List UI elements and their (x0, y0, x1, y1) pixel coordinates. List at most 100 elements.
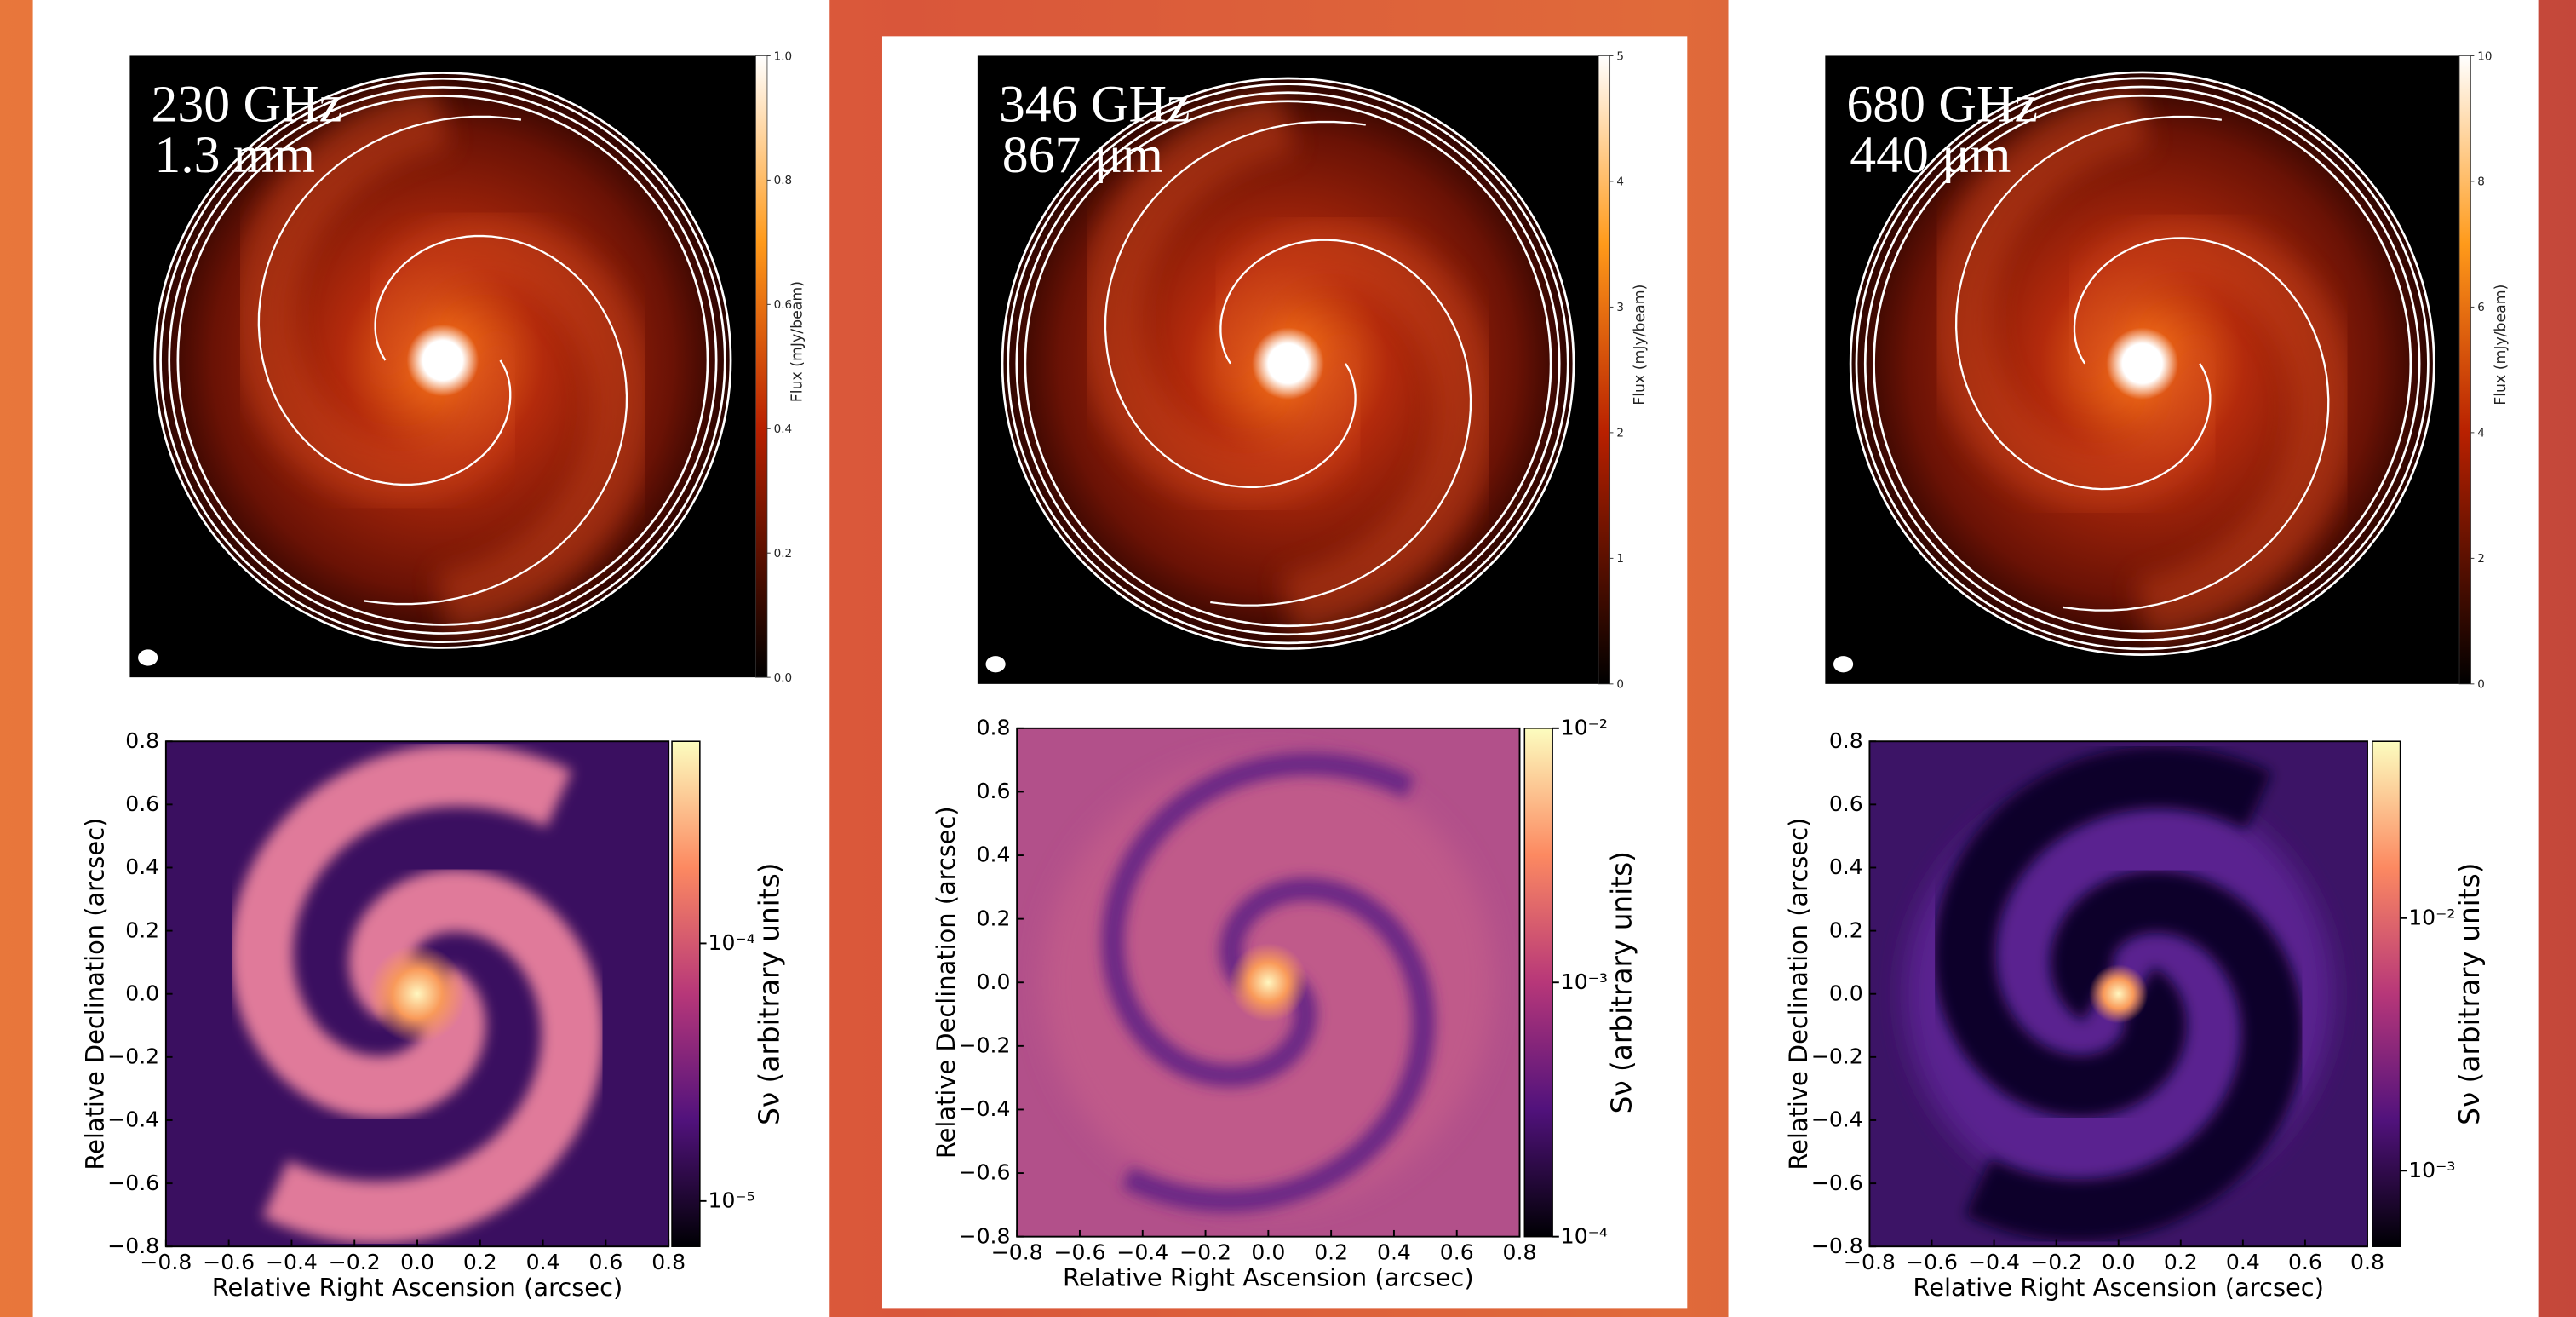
colorbar-tick-label: 0 (2477, 678, 2485, 692)
colorbar (755, 55, 767, 677)
wavelength-label: 440 μm (1850, 126, 2011, 184)
y-tick-label: 0.0 (977, 969, 1011, 994)
colorbar-tick-label: 3 (1616, 301, 1624, 314)
wavelength-label: 1.3 mm (154, 126, 315, 184)
x-tick-label: −0.6 (1054, 1240, 1106, 1265)
x-tick-label: 0.6 (1440, 1240, 1474, 1265)
colorbar-label: Flux (mJy/beam) (2493, 285, 2510, 405)
y-tick-label: 0.8 (125, 728, 159, 753)
frequency-label: 346 GHz (999, 76, 1190, 134)
x-tick-label: 0.2 (2164, 1250, 2198, 1274)
colorbar-tick-label: 0.4 (774, 423, 792, 436)
colorbar-tick-label: 0.2 (774, 547, 792, 561)
colorbar-tick-label: 0 (1616, 678, 1624, 692)
colorbar (1598, 55, 1610, 683)
x-tick-label: 0.2 (1314, 1240, 1348, 1265)
x-tick-label: −0.4 (1968, 1250, 2020, 1274)
colorbar-tick-label: 2 (2477, 552, 2485, 566)
y-axis-label: Relative Declination (arcsec) (932, 806, 961, 1159)
x-tick-label: 0.2 (463, 1250, 497, 1274)
y-tick-label: −0.4 (959, 1096, 1011, 1121)
y-axis-label: Relative Declination (arcsec) (1784, 818, 1813, 1170)
colorbar-label: Flux (mJy/beam) (1632, 285, 1649, 405)
colorbar-tick-label: 10⁻³ (1561, 969, 1608, 994)
slide: 230 GHz1.3 mm 0.0 0.2 0.4 0.6 0.8 1.0 Flux (mJy… (0, 0, 2576, 1317)
x-tick-label: 0.4 (1377, 1240, 1411, 1265)
central-source (2106, 327, 2178, 400)
colorbar-tick-label: 10⁻⁵ (708, 1188, 754, 1213)
colorbar-label: Sν (arbitrary units) (1606, 851, 1638, 1113)
y-tick-label: 0.4 (125, 854, 159, 879)
central-source (406, 325, 479, 397)
wavelength-label: 867 μm (1002, 126, 1163, 184)
colorbar-label: Sν (arbitrary units) (753, 863, 785, 1125)
x-tick-label: −0.2 (1179, 1240, 1231, 1265)
central-source (1252, 327, 1324, 400)
x-tick-label: 0.0 (2102, 1250, 2136, 1274)
colorbar-tick-label: 10 (2477, 49, 2492, 63)
y-tick-label: 0.4 (1829, 854, 1863, 879)
y-axis-label: Relative Declination (arcsec) (81, 818, 110, 1170)
colorbar-tick-label: 1 (1616, 552, 1624, 566)
beam (986, 656, 1006, 672)
colorbar (2372, 741, 2401, 1246)
y-tick-label: −0.8 (1811, 1234, 1863, 1258)
y-tick-label: 0.6 (1829, 791, 1863, 816)
colorbar-tick-label: 2 (1616, 427, 1624, 440)
colorbar-tick-label: 6 (2477, 301, 2485, 314)
y-tick-label: 0.2 (1829, 917, 1863, 942)
x-tick-label: 0.6 (588, 1250, 622, 1274)
y-tick-label: 0.6 (125, 791, 159, 816)
frequency-label: 230 GHz (151, 76, 342, 134)
x-tick-label: −0.2 (2030, 1250, 2082, 1274)
y-tick-label: −0.2 (959, 1033, 1011, 1058)
central-source (1229, 943, 1308, 1021)
y-tick-label: −0.6 (959, 1160, 1011, 1185)
y-tick-label: −0.6 (107, 1170, 159, 1195)
y-tick-label: 0.8 (1829, 728, 1863, 753)
x-tick-label: 0.8 (1503, 1240, 1537, 1265)
x-tick-label: −0.2 (329, 1250, 381, 1274)
x-axis-label: Relative Right Ascension (arcsec) (1063, 1262, 1474, 1291)
x-tick-label: −0.4 (266, 1250, 318, 1274)
beam (138, 649, 158, 665)
colorbar (1524, 728, 1552, 1237)
y-tick-label: 0.0 (1829, 981, 1863, 1005)
colorbar (672, 741, 700, 1246)
y-tick-label: −0.8 (959, 1223, 1011, 1248)
x-tick-label: 0.8 (651, 1250, 686, 1274)
colorbar-tick-label: 1.0 (774, 49, 792, 63)
colorbar-tick-label: 4 (2477, 427, 2485, 440)
colorbar-tick-label: 0.8 (774, 174, 792, 187)
beam (1833, 656, 1853, 672)
colorbar-tick-label: 10⁻³ (2408, 1158, 2455, 1182)
colorbar-tick-label: 10⁻⁴ (1561, 1223, 1608, 1248)
y-tick-label: −0.6 (1811, 1170, 1863, 1195)
colorbar (2459, 55, 2471, 683)
colorbar-tick-label: 0.0 (774, 671, 792, 685)
central-source (368, 945, 467, 1044)
colorbar-label: Sν (arbitrary units) (2453, 863, 2486, 1125)
colorbar-tick-label: 10⁻² (2408, 905, 2455, 929)
colorbar-label: Flux (mJy/beam) (789, 281, 806, 402)
x-tick-label: 0.0 (400, 1250, 434, 1274)
colorbar-tick-label: 10⁻² (1561, 716, 1608, 740)
colorbar-tick-label: 8 (2477, 175, 2485, 189)
y-tick-label: 0.6 (977, 779, 1011, 803)
x-tick-label: −0.6 (203, 1250, 255, 1274)
y-tick-label: 0.2 (977, 906, 1011, 930)
frequency-label: 680 GHz (1846, 76, 2038, 134)
x-tick-label: 0.4 (526, 1250, 560, 1274)
x-tick-label: −0.4 (1116, 1240, 1168, 1265)
x-tick-label: −0.6 (1906, 1250, 1958, 1274)
x-tick-label: 0.0 (1251, 1240, 1285, 1265)
y-tick-label: −0.2 (107, 1044, 159, 1069)
x-tick-label: 0.6 (2288, 1250, 2322, 1274)
central-source (2089, 964, 2148, 1023)
y-tick-label: −0.8 (107, 1234, 159, 1258)
x-axis-label: Relative Right Ascension (arcsec) (212, 1273, 623, 1302)
x-tick-label: 0.8 (2350, 1250, 2384, 1274)
y-tick-label: 0.4 (977, 843, 1011, 867)
x-axis-label: Relative Right Ascension (arcsec) (1913, 1273, 2324, 1302)
colorbar-tick-label: 4 (1616, 175, 1624, 189)
